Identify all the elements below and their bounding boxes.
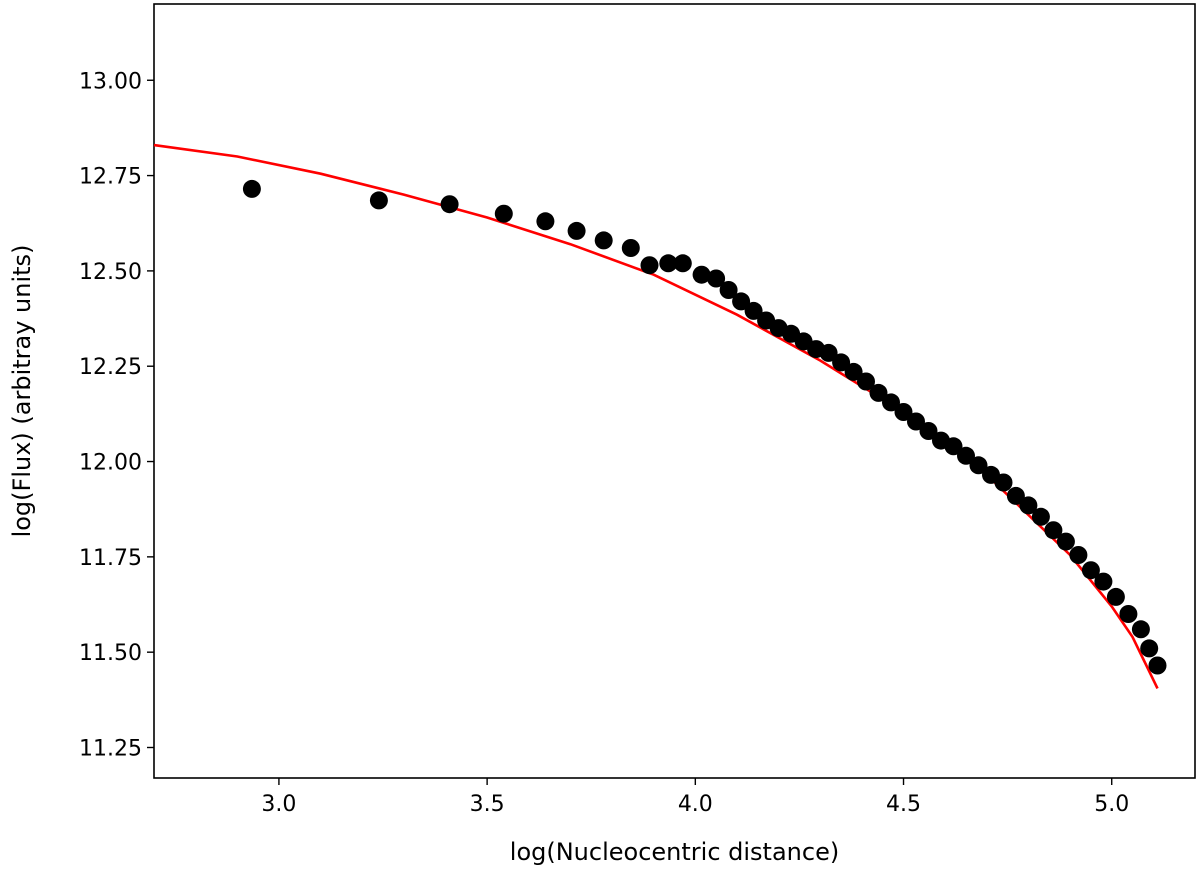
fit-curve-layer xyxy=(153,143,1159,689)
data-point xyxy=(944,437,963,456)
y-tick-label: 12.75 xyxy=(79,165,142,190)
x-axis-label: log(Nucleocentric distance) xyxy=(510,838,839,866)
data-point xyxy=(536,212,555,231)
data-point xyxy=(994,473,1013,492)
data-point xyxy=(640,256,659,275)
data-point xyxy=(1056,532,1075,551)
data-point xyxy=(894,403,913,421)
data-point xyxy=(844,362,863,381)
data-point xyxy=(369,191,388,210)
data-point xyxy=(1081,561,1100,580)
data-point xyxy=(969,456,988,475)
data-point xyxy=(242,179,261,198)
x-tick-label: 4.5 xyxy=(886,792,921,817)
y-tick-label: 11.25 xyxy=(79,736,142,761)
data-points-layer xyxy=(242,179,1167,675)
x-tick-label: 3.5 xyxy=(470,792,505,817)
data-point xyxy=(621,239,640,257)
y-tick-label: 11.50 xyxy=(79,641,142,666)
data-point xyxy=(1119,605,1138,623)
data-point xyxy=(659,254,678,273)
data-point xyxy=(1044,521,1063,540)
y-axis-ticks: 11.25 11.50 11.75 12.00 12.25 12.50 12.75 13.00 xyxy=(79,69,154,761)
data-point xyxy=(1006,486,1025,505)
y-tick-label: 11.75 xyxy=(79,546,142,571)
data-point xyxy=(819,343,838,362)
data-point xyxy=(744,301,763,320)
data-point xyxy=(567,221,586,240)
data-point xyxy=(907,412,925,431)
x-axis-ticks: 3.0 3.5 4.0 4.5 5.0 xyxy=(261,778,1129,817)
x-tick-label: 4.0 xyxy=(678,792,713,817)
plot-area xyxy=(153,3,1196,779)
data-point xyxy=(1094,572,1113,591)
data-point xyxy=(869,383,888,402)
x-tick-label: 3.0 xyxy=(261,792,296,817)
data-point xyxy=(1131,620,1150,639)
y-axis-label: log(Flux) (arbitray units) xyxy=(8,245,36,538)
y-tick-label: 12.25 xyxy=(79,355,142,380)
data-point xyxy=(1019,496,1038,515)
data-point xyxy=(732,292,751,311)
y-tick-label: 13.00 xyxy=(79,69,142,94)
y-tick-label: 12.00 xyxy=(79,451,142,476)
data-point xyxy=(882,393,900,412)
data-point xyxy=(673,254,692,273)
data-point xyxy=(1106,587,1125,606)
data-point xyxy=(594,231,613,250)
data-point xyxy=(919,422,938,440)
data-point xyxy=(857,372,875,391)
data-point xyxy=(1069,546,1088,564)
fit-curve xyxy=(153,143,1159,689)
data-point xyxy=(692,265,711,284)
data-point xyxy=(440,195,459,214)
data-point xyxy=(832,353,851,372)
data-point xyxy=(1031,507,1050,526)
data-point xyxy=(707,269,726,288)
data-point xyxy=(494,204,513,223)
data-point xyxy=(719,281,738,299)
data-point xyxy=(1140,639,1159,658)
data-point xyxy=(1148,656,1167,675)
x-tick-label: 5.0 xyxy=(1094,792,1129,817)
data-point xyxy=(957,446,975,465)
y-tick-label: 12.50 xyxy=(79,260,142,285)
